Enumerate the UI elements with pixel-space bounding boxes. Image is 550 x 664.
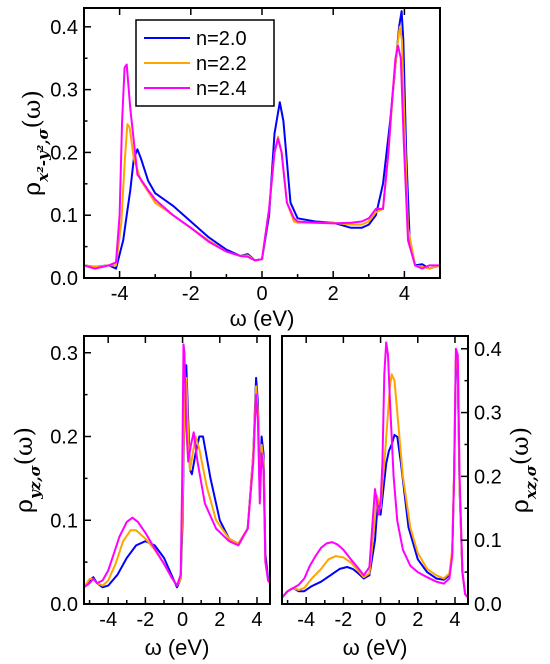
bottom-left-series-n20 bbox=[84, 364, 270, 589]
bottom-right-ytick-label: 0.0 bbox=[474, 594, 502, 616]
bottom-right-ytick-label: 0.4 bbox=[474, 339, 502, 361]
y-axis-label-bottom-left-main: ρ bbox=[10, 499, 38, 513]
bottom-left-xtick-label: -2 bbox=[136, 609, 154, 631]
top-ytick-label: 0.4 bbox=[50, 17, 78, 39]
ticks-layer-bottom-right: -4 -2 0 2 4 0.0 0.1 0.2 0.3 0.4 bbox=[286, 336, 502, 631]
x-axis-label-bottom-left: ω (eV) bbox=[145, 635, 210, 660]
y-axis-label-bottom-left-sub: yz,σ bbox=[26, 464, 44, 499]
bottom-right-xtick-label: 4 bbox=[449, 609, 460, 631]
series-layer-bottom-right bbox=[282, 341, 468, 599]
panel-top: -4 -2 0 2 4 0.0 0.1 0.2 0.3 0.4 ω (eV) ρx²-y²,σ(ω… bbox=[18, 7, 441, 331]
bottom-right-xtick-label: -4 bbox=[297, 609, 315, 631]
y-axis-label-top: ρx²-y²,σ(ω) bbox=[18, 90, 52, 196]
bottom-right-xtick-label: 0 bbox=[375, 609, 386, 631]
plot-frame-bottom-right bbox=[281, 335, 469, 605]
bottom-right-xtick-label: -2 bbox=[334, 609, 352, 631]
bottom-left-series-n24 bbox=[84, 343, 270, 589]
series-layer-bottom-left bbox=[84, 343, 270, 589]
top-xtick-label: 2 bbox=[328, 283, 339, 305]
y-axis-label-bottom-right-sub: xz,σ bbox=[522, 464, 540, 500]
top-xtick-label: -4 bbox=[111, 283, 129, 305]
bottom-right-xtick-label: 2 bbox=[412, 609, 423, 631]
bottom-right-series-n24 bbox=[282, 341, 468, 599]
top-series-n24 bbox=[84, 44, 440, 270]
y-axis-label-bottom-right: ρxz,σ(ω) bbox=[506, 427, 540, 513]
legend: n=2.0 n=2.2 n=2.4 bbox=[135, 19, 275, 107]
plot-frame-bottom-left bbox=[83, 335, 271, 605]
bottom-left-ytick-label: 0.2 bbox=[50, 427, 78, 449]
y-axis-label-bottom-right-tail: (ω) bbox=[506, 427, 534, 465]
bottom-left-xtick-label: -4 bbox=[99, 609, 117, 631]
bottom-left-xtick-label: 2 bbox=[214, 609, 225, 631]
ticks-layer-bottom-left: -4 -2 0 2 4 0.0 0.1 0.2 0.3 bbox=[50, 336, 263, 631]
bottom-left-ytick-label: 0.3 bbox=[50, 343, 78, 365]
top-ytick-label: 0.2 bbox=[50, 142, 78, 164]
y-axis-label-bottom-right-main: ρ bbox=[506, 499, 534, 513]
x-axis-label-bottom-right: ω (eV) bbox=[343, 635, 408, 660]
x-axis-label-top: ω (eV) bbox=[230, 306, 295, 331]
bottom-left-xtick-label: 0 bbox=[177, 609, 188, 631]
panel-bottom-right: -4 -2 0 2 4 0.0 0.1 0.2 0.3 0.4 ω (eV) ρxz,σ(ω) bbox=[281, 335, 540, 660]
bottom-left-series-n22 bbox=[84, 376, 270, 588]
panel-bottom-left: -4 -2 0 2 4 0.0 0.1 0.2 0.3 ω (eV) ρyz,σ(ω) bbox=[10, 335, 271, 660]
bottom-left-ytick-label: 0.1 bbox=[50, 510, 78, 532]
top-ytick-label: 0.1 bbox=[50, 205, 78, 227]
bottom-right-series-n20 bbox=[282, 360, 468, 599]
bottom-right-series-n22 bbox=[282, 354, 468, 599]
top-xtick-label: 4 bbox=[399, 283, 410, 305]
y-axis-label-top-sub: x²-y²,σ bbox=[34, 128, 52, 183]
y-axis-label-bottom-left: ρyz,σ(ω) bbox=[10, 427, 44, 513]
ticks-layer-top: -4 -2 0 2 4 0.0 0.1 0.2 0.3 0.4 bbox=[50, 8, 441, 305]
legend-label-n20: n=2.0 bbox=[196, 28, 247, 50]
y-axis-label-top-tail: (ω) bbox=[18, 90, 46, 128]
legend-label-n24: n=2.4 bbox=[196, 78, 247, 100]
top-xtick-label: 0 bbox=[256, 283, 267, 305]
top-xtick-label: -2 bbox=[182, 283, 200, 305]
bottom-left-xtick-label: 4 bbox=[251, 609, 262, 631]
top-ytick-label: 0.0 bbox=[50, 268, 78, 290]
series-layer-top bbox=[84, 10, 440, 270]
bottom-left-ytick-label: 0.0 bbox=[50, 594, 78, 616]
legend-box bbox=[135, 19, 275, 107]
y-axis-label-bottom-left-tail: (ω) bbox=[10, 427, 38, 465]
bottom-right-ytick-label: 0.3 bbox=[474, 403, 502, 425]
legend-label-n22: n=2.2 bbox=[196, 53, 247, 75]
bottom-right-ytick-label: 0.1 bbox=[474, 530, 502, 552]
bottom-right-ytick-label: 0.2 bbox=[474, 466, 502, 488]
y-axis-label-top-main: ρ bbox=[18, 182, 46, 196]
top-ytick-label: 0.3 bbox=[50, 80, 78, 102]
